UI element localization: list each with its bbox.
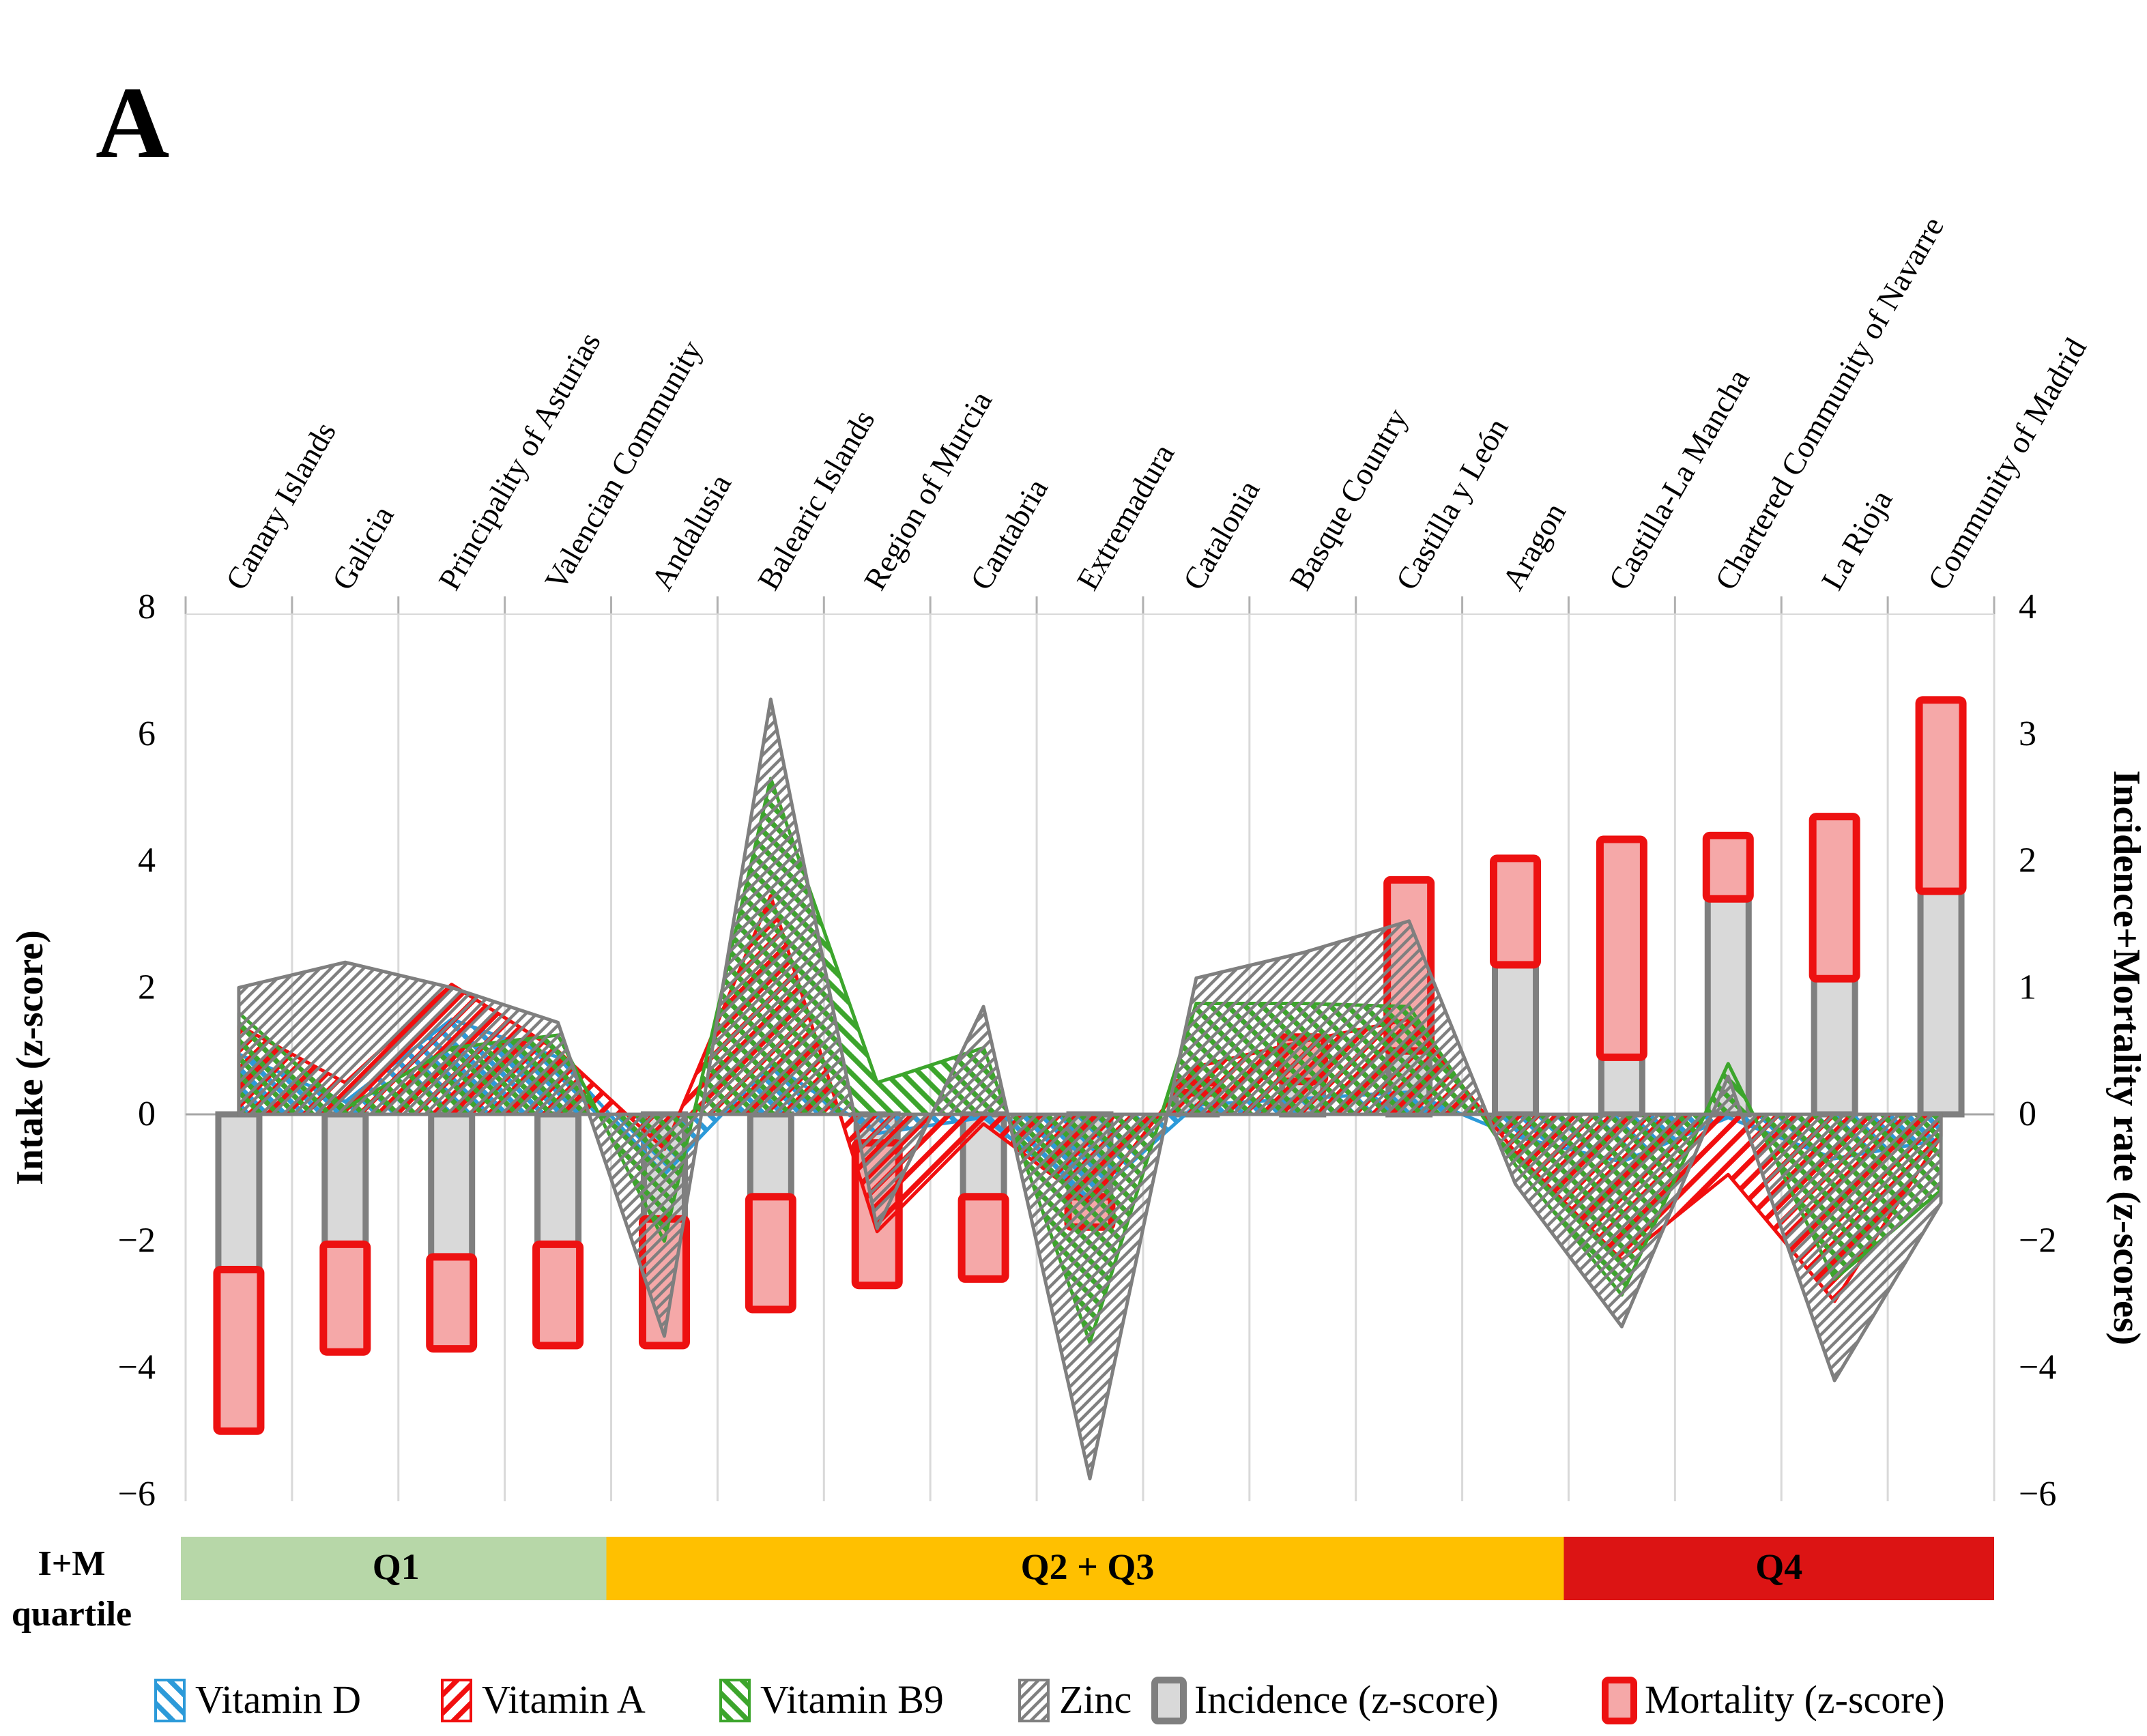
band-row-label-line1: I+M (38, 1544, 106, 1583)
left-tick-label: −6 (118, 1475, 156, 1514)
left-tick-label: 6 (138, 714, 156, 753)
incidence-bar (321, 1111, 369, 1247)
incidence-bar (1917, 888, 1965, 1118)
left-tick-label: 2 (138, 968, 156, 1007)
mortality-bar (1490, 854, 1542, 969)
mortality-bar (1596, 835, 1647, 1061)
quartile-segment-Q2+Q3 (606, 1537, 1569, 1600)
area-zinc (237, 697, 1943, 1481)
right-tick-label: 3 (2019, 714, 2036, 753)
legend-icon-vitamin_a (441, 1679, 472, 1722)
quartile-segment-Q1 (181, 1537, 611, 1600)
legend-label-mortality: Mortality (z-score) (1645, 1677, 1945, 1722)
right-tick-label: −4 (2019, 1348, 2056, 1387)
incidence-bar (1492, 961, 1540, 1118)
right-tick-label: −2 (2019, 1221, 2056, 1260)
incidence-bar (534, 1111, 582, 1247)
category-label: Chartered Community of Navarre (1708, 211, 1950, 596)
legend-label-vitamin_b9: Vitamin B9 (760, 1677, 944, 1722)
right-tick-label: 1 (2019, 968, 2036, 1007)
incidence-bar (428, 1111, 476, 1260)
left-axis-title: Intake (z-score) (9, 930, 51, 1185)
quartile-band: Q1 Q2 + Q3 Q4 I+M quartile (12, 1537, 1994, 1634)
legend-icon-mortality (1602, 1677, 1637, 1724)
category-label: La Rioja (1815, 484, 1899, 596)
right-tick-label: 2 (2019, 841, 2036, 880)
legend: Vitamin D Vitamin A Vitamin B9 Zinc Incidenc… (154, 1677, 1945, 1724)
legend-icon-vitamin_d (154, 1679, 186, 1722)
category-label: Community of Madrid (1921, 332, 2093, 596)
category-label: Andalusia (644, 468, 738, 596)
mortality-bar (957, 1193, 1009, 1283)
right-tick-label: 0 (2019, 1095, 2036, 1133)
incidence-bar (747, 1111, 794, 1200)
legend-icon-vitamin_b9 (719, 1679, 751, 1722)
legend-label-vitamin_a: Vitamin A (482, 1677, 646, 1722)
right-tick-label: 4 (2019, 588, 2036, 626)
left-tick-label: 0 (138, 1095, 156, 1133)
quartile-segment-label: Q4 (1755, 1546, 1802, 1587)
category-label: Canary Islands (218, 416, 342, 596)
mortality-bar (745, 1193, 796, 1314)
quartile-segment-Q4 (1564, 1537, 1994, 1600)
legend-label-zinc: Zinc (1059, 1677, 1132, 1722)
legend-label-incidence: Incidence (z-score) (1194, 1677, 1499, 1722)
category-label: Basque Country (1282, 403, 1414, 596)
mortality-bar (1702, 831, 1754, 903)
band-row-label-line2: quartile (12, 1595, 132, 1634)
left-tick-label: 8 (138, 588, 156, 626)
quartile-segment-label: Q2 + Q3 (1021, 1546, 1155, 1587)
right-tick-label: −6 (2019, 1475, 2056, 1514)
category-label: Castilla y León (1389, 412, 1515, 596)
axis-tick-labels: 8 4 6 3 4 2 2 1 0 0 −2 −2 −4 −4 −6 −6 (118, 588, 2057, 1514)
mortality-bar (1809, 813, 1860, 983)
incidence-bar (1811, 975, 1858, 1118)
category-label: Extremadura (1069, 438, 1181, 596)
mortality-bar (532, 1240, 584, 1350)
incidence-bar (215, 1111, 263, 1273)
legend-icon-incidence (1151, 1677, 1187, 1724)
left-tick-label: 4 (138, 841, 156, 880)
category-label: Balearic Islands (751, 404, 882, 596)
mortality-bar (319, 1240, 371, 1356)
legend-label-vitamin_d: Vitamin D (195, 1677, 361, 1722)
category-label: Cantabria (964, 473, 1055, 596)
panel-label: A (96, 66, 169, 179)
left-tick-label: −2 (118, 1221, 156, 1260)
mortality-bar (1915, 696, 1967, 895)
quartile-segment-label: Q1 (373, 1546, 420, 1587)
category-label: Catalonia (1176, 474, 1266, 596)
left-tick-label: −4 (118, 1348, 156, 1387)
incidence-bar (1598, 1054, 1645, 1118)
area-series-group (237, 697, 1943, 1481)
category-label: Aragon (1495, 497, 1572, 596)
category-label: Galicia (325, 500, 401, 596)
right-axis-title: Incidence+Mortality rate (z-scores) (2105, 770, 2147, 1346)
mortality-bar (426, 1253, 478, 1353)
mortality-bar (213, 1265, 265, 1435)
legend-icon-zinc (1018, 1679, 1050, 1722)
